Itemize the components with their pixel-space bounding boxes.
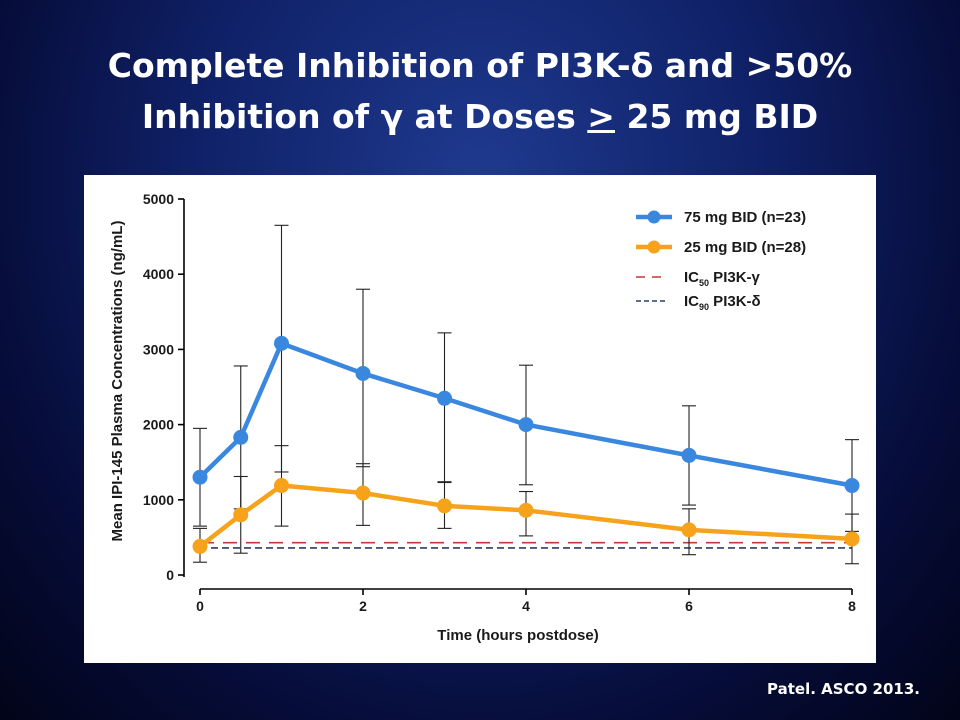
title-line-2-start: Inhibition of γ at Doses	[141, 97, 588, 136]
x-axis-title: Time (hours postdose)	[437, 627, 598, 644]
chart-panel: 0 1000 2000 3000 4000 5000 0 2 4 6 8 Time (hours po…	[84, 175, 876, 663]
legend-label: 75 mg BID (n=23)	[684, 209, 806, 226]
y-tick-label: 0	[166, 567, 174, 583]
y-axis-title: Mean IPI-145 Plasma Concentrations (ng/m…	[109, 221, 126, 542]
y-tick-label: 5000	[143, 191, 174, 207]
legend-label: IC50 PI3K-γ	[684, 269, 761, 288]
data-point	[681, 522, 697, 538]
data-point	[355, 365, 371, 381]
x-tick-label: 8	[848, 598, 856, 614]
data-point	[518, 502, 534, 518]
data-point	[233, 429, 249, 445]
title-underlined-symbol: >	[587, 97, 615, 136]
data-point	[355, 485, 371, 501]
data-point	[437, 390, 452, 406]
data-point	[233, 507, 249, 523]
series-line-1	[198, 341, 853, 488]
legend-marker	[647, 240, 661, 254]
x-tick-label: 2	[359, 598, 367, 614]
data-point	[274, 335, 289, 351]
y-tick-label: 2000	[143, 417, 174, 433]
x-tick-label: 6	[685, 598, 693, 614]
title-line-2-end: 25 mg BID	[614, 97, 819, 136]
citation: Patel. ASCO 2013.	[767, 680, 920, 698]
data-point	[192, 538, 208, 554]
y-tick-label: 4000	[143, 266, 174, 282]
legend-marker	[647, 210, 661, 224]
legend-label: IC90 PI3K-δ	[684, 293, 761, 312]
series-line-2	[198, 483, 853, 549]
y-tick-label: 3000	[143, 341, 174, 357]
data-point	[681, 447, 697, 463]
title-line-2: Inhibition of γ at Doses > 25 mg BID	[0, 91, 960, 142]
data-point	[437, 498, 452, 514]
data-point	[844, 531, 860, 547]
x-tick-label: 0	[196, 598, 204, 614]
title-line-1: Complete Inhibition of PI3K-δ and >50%	[107, 46, 853, 85]
y-tick-label: 1000	[143, 492, 174, 508]
legend-label: 25 mg BID (n=28)	[684, 239, 806, 256]
data-point	[518, 417, 534, 433]
pk-line-chart: 0 1000 2000 3000 4000 5000 0 2 4 6 8 Time (hours po…	[109, 191, 860, 644]
data-point	[192, 469, 208, 485]
slide-title: Complete Inhibition of PI3K-δ and >50% I…	[0, 40, 960, 142]
data-point	[844, 478, 860, 494]
x-tick-label: 4	[522, 598, 530, 614]
data-point	[274, 478, 289, 494]
